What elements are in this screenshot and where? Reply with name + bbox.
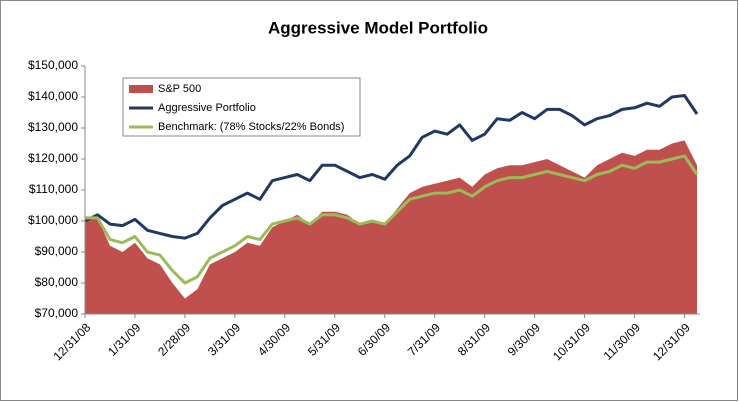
area xyxy=(85,140,697,314)
legend-swatch xyxy=(129,85,153,93)
line xyxy=(84,94,699,240)
y-tick-label: $150,000 xyxy=(28,58,78,72)
y-tick-label: $110,000 xyxy=(29,182,78,196)
y-tick-label: $80,000 xyxy=(35,275,79,289)
y-tick-label: $130,000 xyxy=(28,120,78,134)
chart-title: Aggressive Model Portfolio xyxy=(268,18,488,37)
y-tick-label: $120,000 xyxy=(28,151,78,165)
y-tick-label: $90,000 xyxy=(35,244,79,258)
legend-label: Benchmark: (78% Stocks/22% Bonds) xyxy=(158,121,344,133)
y-tick-label: $70,000 xyxy=(35,306,79,320)
legend-label: Aggressive Portfolio xyxy=(158,102,256,114)
legend-box xyxy=(122,77,361,137)
legend-label: S&P 500 xyxy=(158,83,201,95)
line xyxy=(85,154,699,285)
y-tick-label: $100,000 xyxy=(28,213,78,227)
y-tick-label: $140,000 xyxy=(28,89,78,103)
